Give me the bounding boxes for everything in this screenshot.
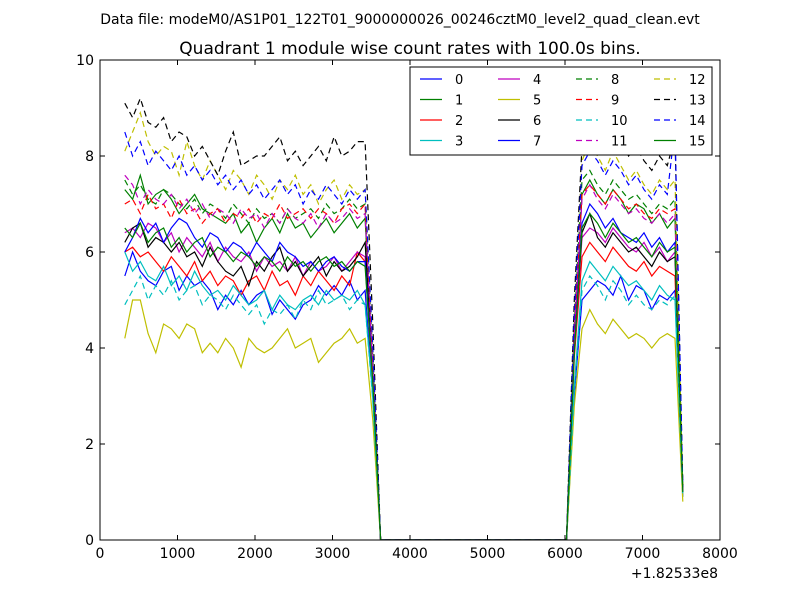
legend-label-4: 4 [533,73,541,88]
y-tick-label: 4 [85,341,94,357]
y-tick-label: 8 [85,149,94,165]
legend-label-14: 14 [689,114,706,129]
legend-label-10: 10 [611,114,628,129]
x-tick-label: 4000 [392,546,428,562]
legend-label-12: 12 [689,73,706,88]
series-line-1 [124,173,684,540]
series-line-3 [124,251,684,540]
x-tick-label: 1000 [160,546,196,562]
legend-label-0: 0 [455,73,463,88]
x-tick-label: 7000 [625,546,661,562]
y-tick-label: 2 [85,437,94,453]
chart-title: Quadrant 1 module wise count rates with … [179,39,640,59]
legend-label-13: 13 [689,94,706,109]
legend-label-9: 9 [611,94,619,109]
series-line-5 [124,299,684,540]
series-line-11 [124,174,684,540]
x-tick-label: 5000 [470,546,506,562]
series-line-15 [124,212,684,540]
legend-label-5: 5 [533,94,541,109]
series-line-2 [124,241,684,540]
x-tick-label: 0 [96,546,105,562]
series-line-0 [124,250,684,540]
x-tick-label: 8000 [702,546,738,562]
x-tick-label: 6000 [547,546,583,562]
legend-label-11: 11 [611,135,628,150]
legend-label-1: 1 [455,94,463,109]
legend-label-7: 7 [533,135,541,150]
y-tick-label: 10 [76,53,94,69]
legend-label-2: 2 [455,114,463,129]
y-tick-label: 0 [85,533,94,549]
x-offset-label: +1.82533e8 [631,566,718,582]
y-tick-label: 6 [85,245,94,261]
legend-label-15: 15 [689,135,706,150]
legend-label-8: 8 [611,73,619,88]
data-file-header: Data file: modeM0/AS1P01_122T01_90000000… [100,12,700,28]
series-line-9 [124,183,684,540]
series-line-7 [124,202,684,540]
legend-label-6: 6 [533,114,541,129]
x-tick-label: 2000 [237,546,273,562]
series-line-10 [124,274,684,540]
legend-label-3: 3 [455,135,463,150]
x-tick-label: 3000 [315,546,351,562]
